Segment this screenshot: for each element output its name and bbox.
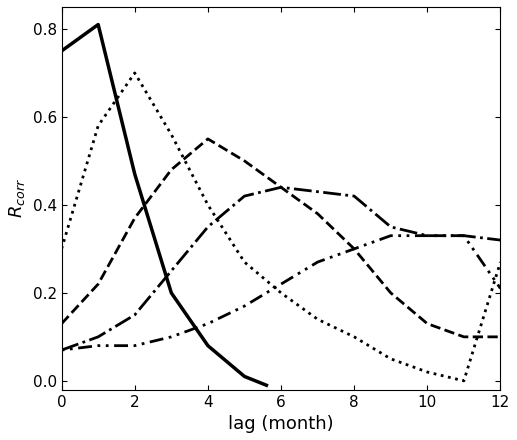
X-axis label: lag (month): lag (month) — [228, 415, 334, 433]
Y-axis label: $R_{corr}$: $R_{corr}$ — [7, 178, 27, 218]
